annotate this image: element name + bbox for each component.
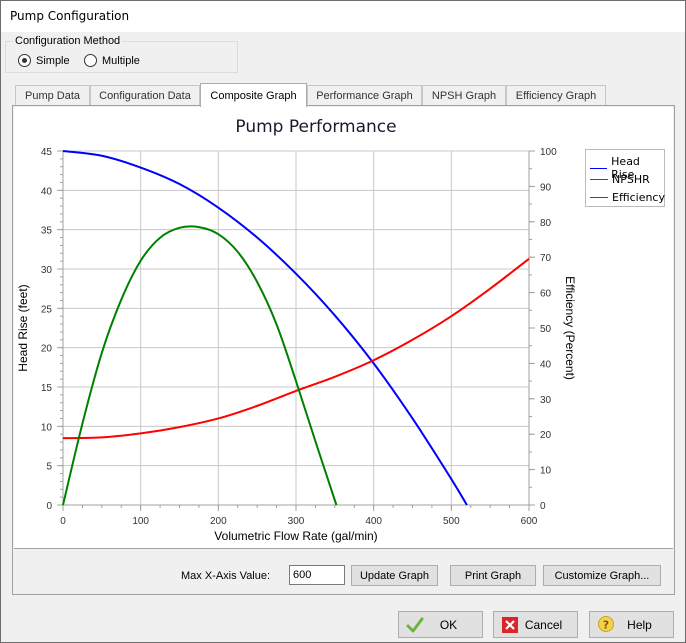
tab-composite-graph[interactable]: Composite Graph <box>200 83 307 107</box>
radio-multiple-label: Multiple <box>102 54 140 67</box>
svg-text:80: 80 <box>540 218 552 229</box>
configuration-method-label: Configuration Method <box>13 35 123 47</box>
tab-label: Efficiency Graph <box>515 90 597 102</box>
graph-controls: Max X-Axis Value: Update Graph Print Gra… <box>13 549 674 594</box>
svg-text:35: 35 <box>41 226 53 237</box>
svg-text:40: 40 <box>540 359 552 370</box>
configuration-method-group: Configuration Method Simple Multiple <box>5 35 238 73</box>
x-axis-label: Volumetric Flow Rate (gal/min) <box>214 529 377 543</box>
help-icon: ? <box>598 616 614 632</box>
print-graph-button[interactable]: Print Graph <box>450 565 536 586</box>
tab-label: NPSH Graph <box>431 90 497 102</box>
svg-text:40: 40 <box>41 186 53 197</box>
tab-pump-data[interactable]: Pump Data <box>15 85 90 106</box>
y2-axis-label: Efficiency (Percent) <box>563 276 577 380</box>
radio-simple[interactable]: Simple <box>18 54 70 67</box>
svg-text:0: 0 <box>60 516 66 527</box>
tab-label: Composite Graph <box>210 89 297 102</box>
help-button[interactable]: ? Help <box>589 611 674 638</box>
ok-label: OK <box>439 617 458 632</box>
svg-text:20: 20 <box>41 344 53 355</box>
y-axis-label: Head Rise (feet) <box>16 284 30 371</box>
chart-legend: Head Rise NPSHR Efficiency <box>585 149 665 207</box>
svg-text:0: 0 <box>46 501 52 512</box>
tab-efficiency-graph[interactable]: Efficiency Graph <box>506 85 606 106</box>
svg-text:600: 600 <box>521 516 538 527</box>
legend-head-rise: Head Rise <box>590 155 664 181</box>
customize-graph-button[interactable]: Customize Graph... <box>543 565 661 586</box>
legend-efficiency: Efficiency <box>590 191 665 204</box>
svg-text:300: 300 <box>288 516 305 527</box>
svg-text:400: 400 <box>365 516 382 527</box>
cancel-button[interactable]: Cancel <box>493 611 578 638</box>
tab-performance-graph[interactable]: Performance Graph <box>307 85 422 106</box>
svg-text:50: 50 <box>540 324 552 335</box>
tab-label: Configuration Data <box>99 90 191 102</box>
npshr-curve <box>62 257 530 440</box>
legend-swatch <box>590 197 608 198</box>
svg-text:25: 25 <box>41 304 53 315</box>
max-x-axis-input[interactable] <box>289 565 345 585</box>
legend-label: Efficiency <box>612 191 665 204</box>
tab-npsh-graph[interactable]: NPSH Graph <box>422 85 506 106</box>
radio-multiple[interactable]: Multiple <box>84 54 140 67</box>
tab-configuration-data[interactable]: Configuration Data <box>90 85 200 106</box>
svg-text:10: 10 <box>540 466 552 477</box>
window-title: Pump Configuration <box>10 9 130 23</box>
svg-text:30: 30 <box>41 265 53 276</box>
legend-label: NPSHR <box>612 173 650 186</box>
svg-text:200: 200 <box>210 516 227 527</box>
svg-text:5: 5 <box>46 462 52 473</box>
svg-text:100: 100 <box>132 516 149 527</box>
legend-swatch <box>590 179 608 180</box>
head-rise-curve <box>62 150 468 506</box>
title-bar: Pump Configuration <box>1 1 685 32</box>
svg-text:45: 45 <box>41 147 53 158</box>
svg-text:?: ? <box>603 619 609 632</box>
svg-text:20: 20 <box>540 430 552 441</box>
tab-label: Pump Data <box>24 90 81 102</box>
update-graph-button[interactable]: Update Graph <box>351 565 438 586</box>
chart-title: Pump Performance <box>235 117 396 137</box>
svg-text:15: 15 <box>41 383 53 394</box>
svg-text:0: 0 <box>540 501 546 512</box>
tab-label: Performance Graph <box>316 90 413 102</box>
svg-text:70: 70 <box>540 253 552 264</box>
svg-text:30: 30 <box>540 395 552 406</box>
max-x-axis-label: Max X-Axis Value: <box>181 570 271 582</box>
svg-text:60: 60 <box>540 289 552 300</box>
svg-text:500: 500 <box>443 516 460 527</box>
legend-npshr: NPSHR <box>590 173 650 186</box>
cancel-label: Cancel <box>524 617 563 632</box>
svg-text:10: 10 <box>41 422 53 433</box>
radio-simple-label: Simple <box>36 54 70 67</box>
radio-checked-icon <box>18 54 31 67</box>
close-icon <box>502 617 518 633</box>
pump-performance-chart: Pump Performance 0 5 10 15 20 25 30 35 40 45 0 10 20 3… <box>16 117 577 543</box>
svg-text:100: 100 <box>540 147 557 158</box>
ok-button[interactable]: OK <box>398 611 483 638</box>
checkmark-icon <box>406 617 424 633</box>
composite-graph-panel: Pump Performance 0 5 10 15 20 25 30 35 40 45 0 10 20 3… <box>12 105 675 595</box>
help-label: Help <box>627 617 652 632</box>
legend-swatch <box>590 167 608 169</box>
chart-area: Pump Performance 0 5 10 15 20 25 30 35 40 45 0 10 20 3… <box>14 107 673 549</box>
radio-unchecked-icon <box>84 54 97 67</box>
efficiency-curve <box>62 225 338 506</box>
svg-text:90: 90 <box>540 182 552 193</box>
legend-label: Head Rise <box>611 155 640 181</box>
